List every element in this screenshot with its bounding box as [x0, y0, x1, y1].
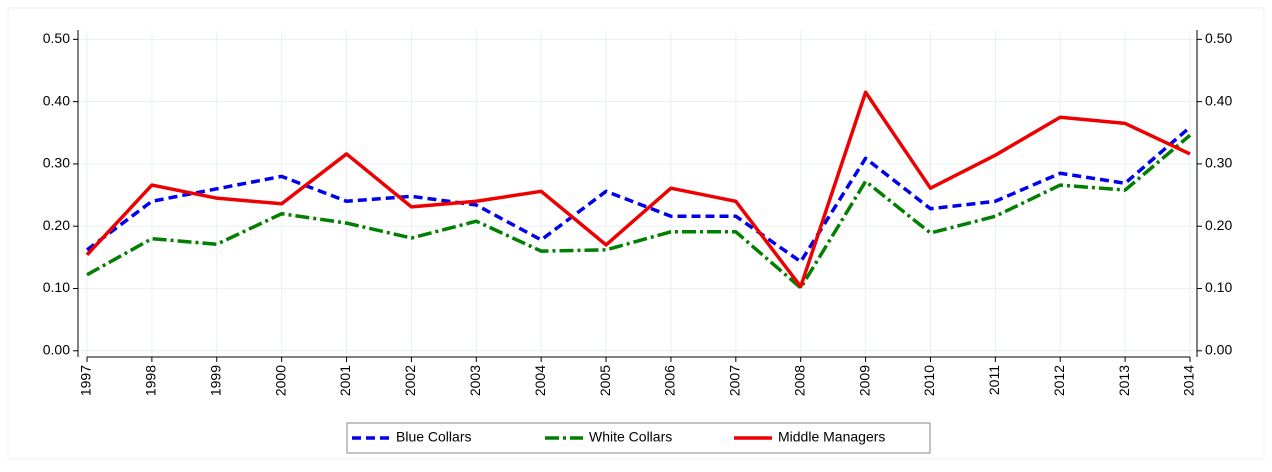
y2-tick-label: 0.30 — [1205, 155, 1232, 171]
y2-tick-label: 0.20 — [1205, 217, 1232, 233]
legend-label: White Collars — [589, 429, 672, 445]
y-tick-label: 0.30 — [43, 155, 70, 171]
y2-tick-label: 0.50 — [1205, 30, 1232, 46]
y-tick-label: 0.20 — [43, 217, 70, 233]
y-tick-label: 0.10 — [43, 279, 70, 295]
x-tick-label: 2011 — [986, 365, 1002, 395]
x-tick-label: 1997 — [78, 365, 94, 396]
x-tick-label: 1999 — [207, 365, 223, 396]
legend-label: Blue Collars — [396, 429, 471, 445]
x-tick-label: 2008 — [791, 365, 807, 396]
x-tick-label: 2010 — [921, 365, 937, 396]
y-tick-label: 0.50 — [43, 30, 70, 46]
x-tick-label: 2007 — [727, 365, 743, 396]
x-tick-label: 2005 — [597, 365, 613, 396]
x-tick-label: 2004 — [532, 365, 548, 396]
x-tick-label: 2006 — [662, 365, 678, 396]
y-tick-label: 0.40 — [43, 92, 70, 108]
y2-tick-label: 0.00 — [1205, 341, 1232, 357]
x-tick-label: 2000 — [272, 365, 288, 396]
legend-box — [346, 422, 931, 454]
x-tick-label: 2002 — [402, 365, 418, 396]
series-line — [85, 90, 1191, 289]
y2-tick-label: 0.40 — [1205, 92, 1232, 108]
y-tick-label: 0.00 — [43, 341, 70, 357]
legend-label: Middle Managers — [778, 429, 885, 445]
x-tick-label: 2003 — [467, 365, 483, 396]
y2-tick-label: 0.10 — [1205, 279, 1232, 295]
x-tick-label: 2009 — [856, 365, 872, 396]
series-line — [86, 133, 1192, 290]
series-line — [85, 125, 1192, 264]
x-tick-label: 2001 — [337, 365, 353, 396]
chart-frame — [7, 7, 1265, 460]
x-tick-label: 1998 — [143, 365, 159, 396]
x-tick-label: 2012 — [1051, 365, 1067, 396]
x-tick-label: 2014 — [1181, 365, 1197, 396]
x-tick-label: 2013 — [1116, 365, 1132, 396]
